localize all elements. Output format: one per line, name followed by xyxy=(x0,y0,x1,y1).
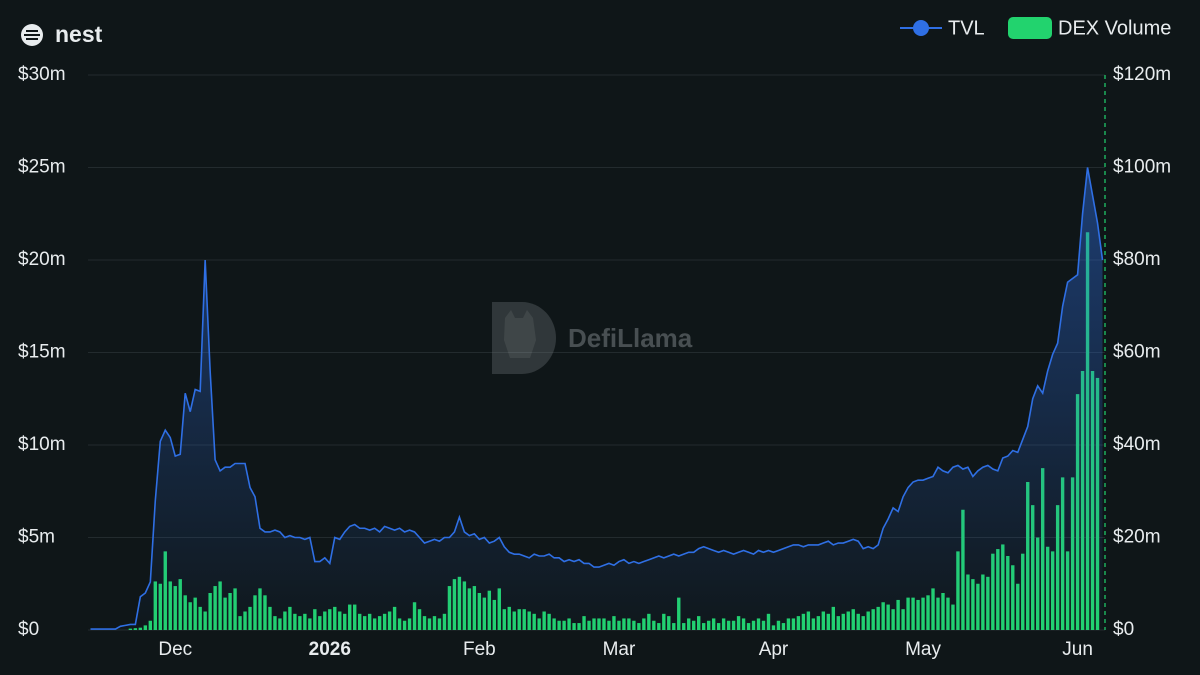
legend-label: TVL xyxy=(948,17,985,39)
chart-title: nest xyxy=(55,21,103,47)
y-tick-label: $30m xyxy=(18,64,66,85)
lines xyxy=(90,167,1104,630)
y2-tick-label: $40m xyxy=(1113,434,1161,455)
watermark: DefiLlama xyxy=(568,323,693,353)
x-tick-label: Apr xyxy=(759,639,789,660)
y2-tick-label: $80m xyxy=(1113,249,1161,270)
y2-tick-label: $120m xyxy=(1113,64,1171,85)
x-tick-label: 2026 xyxy=(309,639,351,660)
y2-tick-label: $100m xyxy=(1113,157,1171,178)
legend-marker xyxy=(1008,17,1052,39)
y-tick-label: $10m xyxy=(18,434,66,455)
line xyxy=(90,167,1104,630)
x-tick-label: May xyxy=(905,639,941,660)
logo-detail xyxy=(24,30,40,40)
legend-marker xyxy=(913,20,929,36)
x-tick-label: Jun xyxy=(1062,639,1093,660)
area xyxy=(90,167,1103,630)
y2-tick-label: $0 xyxy=(1113,619,1134,640)
x-tick-label: Feb xyxy=(463,639,496,660)
legend-label: DEX Volume xyxy=(1058,17,1171,39)
legend: TVL DEX Volume xyxy=(900,17,1171,39)
x-tick-label: Dec xyxy=(158,639,192,660)
grid: $0 $5m $10m $15m $20m $25m $30m $0 $20m $40m $60m $… xyxy=(18,64,1171,660)
y-tick-label: $5m xyxy=(18,527,55,548)
watermark-logo xyxy=(492,302,556,374)
y-tick-label: $20m xyxy=(18,249,66,270)
y2-tick-label: $60m xyxy=(1113,342,1161,363)
y-tick-label: $0 xyxy=(18,619,39,640)
y-tick-label: $15m xyxy=(18,342,66,363)
y2-tick-label: $20m xyxy=(1113,527,1161,548)
y-tick-label: $25m xyxy=(18,157,66,178)
x-tick-label: Mar xyxy=(603,639,636,660)
